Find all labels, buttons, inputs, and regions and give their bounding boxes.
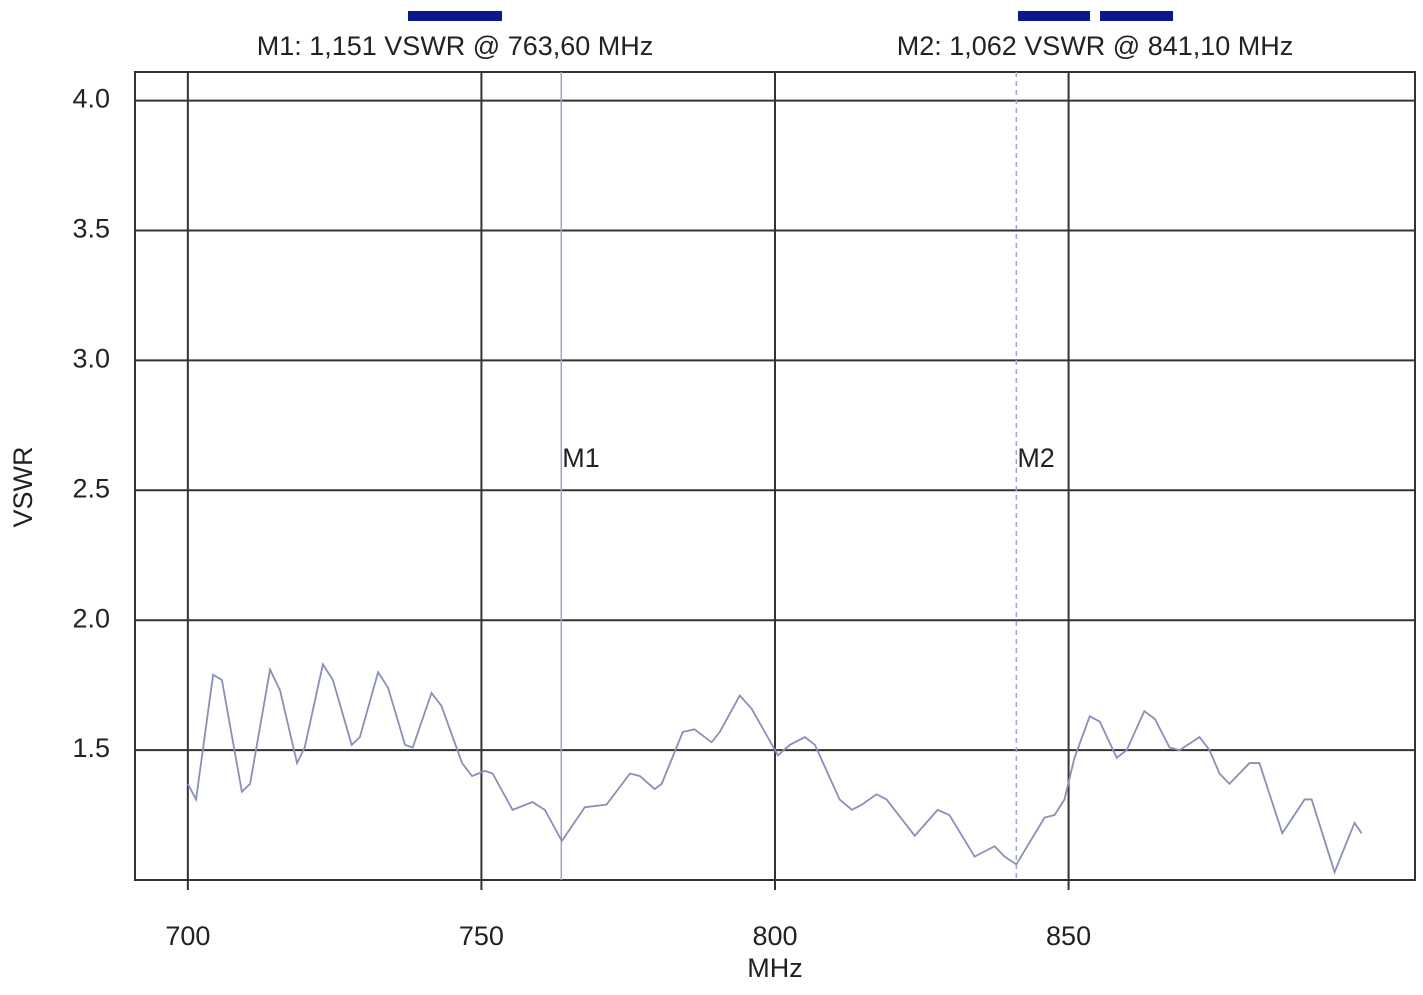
plot-frame xyxy=(134,71,1416,881)
marker-name: M1 xyxy=(562,443,600,473)
x-tick-label: 750 xyxy=(459,921,504,951)
marker-name: M2 xyxy=(1017,443,1055,473)
x-tick-label: 700 xyxy=(165,921,210,951)
marker-readout: M2: 1,062 VSWR @ 841,10 MHz xyxy=(897,31,1294,61)
x-tick-label: 850 xyxy=(1046,921,1091,951)
x-tick-label: 800 xyxy=(752,921,797,951)
y-axis-label: VSWR xyxy=(8,447,38,528)
x-axis-label: MHz xyxy=(747,953,803,983)
marker-readout: M1: 1,151 VSWR @ 763,60 MHz xyxy=(257,31,654,61)
marker-legend-bar xyxy=(1100,11,1173,21)
y-tick-label: 2.5 xyxy=(72,473,110,503)
y-tick-label: 2.0 xyxy=(72,603,110,633)
y-tick-label: 3.0 xyxy=(72,344,110,374)
series-line xyxy=(187,662,1363,875)
marker-legend-bar xyxy=(408,11,502,21)
y-tick-label: 4.0 xyxy=(72,84,110,114)
y-tick-label: 1.5 xyxy=(72,733,110,763)
y-tick-label: 3.5 xyxy=(72,214,110,244)
marker-legend-bar xyxy=(1018,11,1090,21)
